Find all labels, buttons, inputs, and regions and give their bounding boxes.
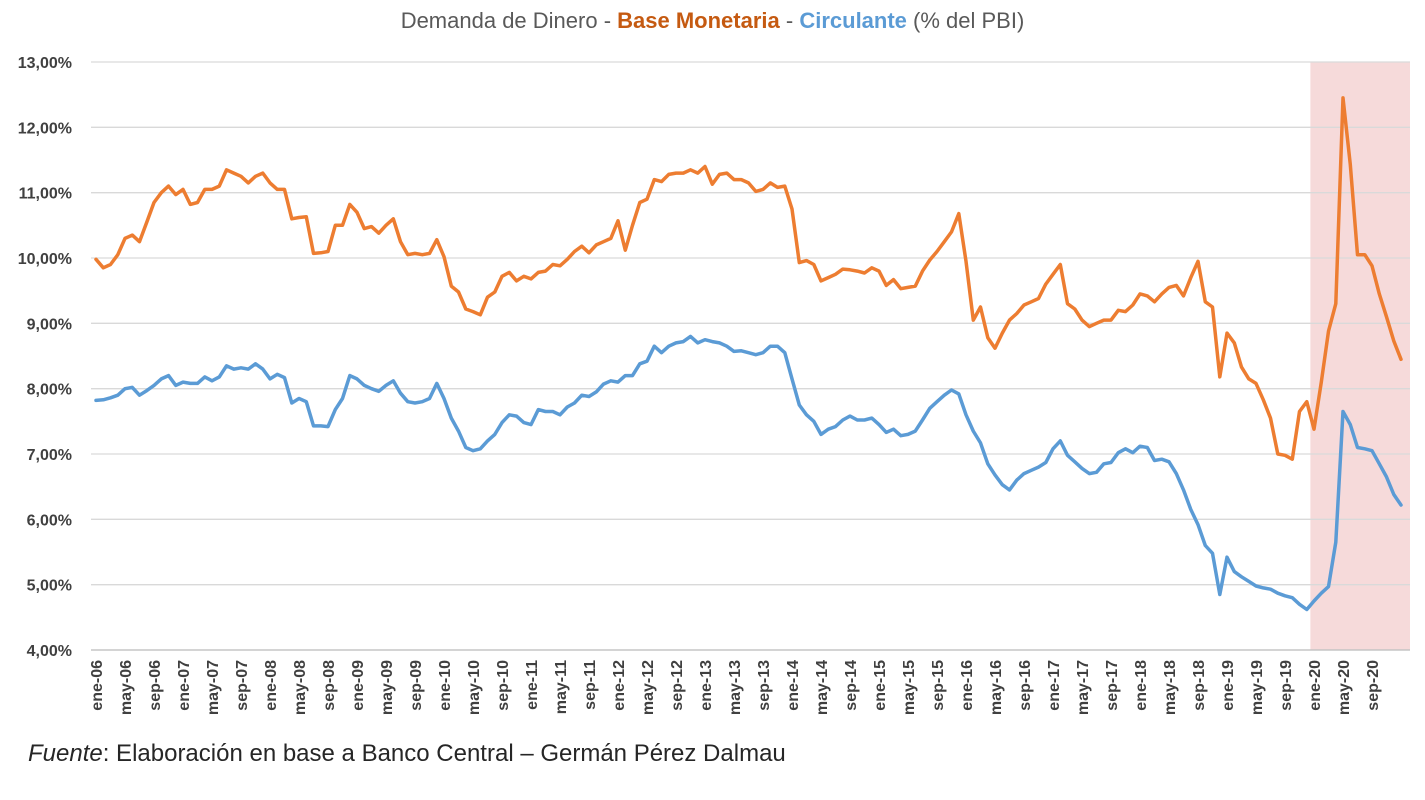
x-tick-label: may-17 [1075,660,1092,715]
title-prefix: Demanda de Dinero - [400,8,618,33]
x-tick-label: may-12 [640,660,657,715]
highlight-layer [1310,62,1410,650]
x-tick-label: ene-12 [611,660,628,711]
x-tick-label: may-16 [988,660,1005,715]
series-line-circulante [94,334,1403,612]
x-tick-label: sep-16 [1017,660,1034,711]
y-tick-label: 11,00% [19,186,72,203]
x-tick-label: sep-11 [582,660,599,710]
x-tick-label: ene-06 [89,660,106,711]
series-layer [94,96,1403,612]
x-tick-label: ene-10 [437,660,454,711]
series-line-base-monetaria [94,96,1403,461]
x-tick-label: may-20 [1336,660,1353,715]
source-text: : Elaboración en base a Banco Central – … [102,740,786,767]
x-tick-label: sep-09 [408,660,425,711]
x-tick-label: may-13 [727,660,744,715]
y-tick-label: 4,00% [27,643,72,660]
x-tick-label: may-14 [814,660,831,715]
x-tick-label: ene-19 [1220,660,1237,711]
y-tick-label: 8,00% [27,382,72,399]
x-tick-label: sep-12 [669,660,686,711]
y-tick-label: 5,00% [27,578,72,595]
x-tick-label: sep-13 [756,660,773,711]
x-tick-label: sep-10 [495,660,512,711]
x-tick-label: may-18 [1162,660,1179,715]
x-tick-label: sep-08 [321,660,338,711]
x-tick-label: may-10 [466,660,483,715]
x-tick-label: ene-20 [1307,660,1324,711]
x-tick-label: sep-14 [843,660,860,711]
x-tick-label: may-19 [1249,660,1266,715]
x-tick-label: ene-13 [698,660,715,711]
y-tick-label: 10,00% [18,251,72,268]
x-tick-label: may-08 [292,660,309,715]
x-tick-label: ene-09 [350,660,367,711]
x-tick-label: sep-19 [1278,660,1295,711]
x-tick-label: ene-07 [176,660,193,711]
title-series-base-monetaria: Base Monetaria [617,8,780,33]
x-tick-label: ene-08 [263,660,280,711]
x-tick-label: sep-20 [1365,660,1382,711]
x-tick-label: ene-18 [1133,660,1150,711]
highlight-band-2020 [1310,62,1410,650]
x-tick-label: ene-16 [959,660,976,711]
y-axis: 4,00% 5,00% 6,00% 7,00% 8,00% 9,00% 10,00% 11,0… [18,55,72,660]
x-tick-label: sep-06 [147,660,164,711]
title-separator: - [779,8,800,33]
x-tick-label: may-11 [553,660,570,714]
x-tick-label: sep-07 [234,660,251,711]
x-tick-label: ene-14 [785,660,802,711]
source-note: Fuente: Elaboración en base a Banco Cent… [28,740,786,768]
x-tick-label: sep-18 [1191,660,1208,711]
x-tick-label: ene-11 [524,660,541,710]
y-tick-label: 13,00% [18,55,72,72]
y-tick-label: 7,00% [27,447,72,464]
chart-title: Demanda de Dinero - Base Monetaria - Cir… [0,8,1425,34]
source-label: Fuente [28,740,103,767]
x-tick-label: sep-15 [930,660,947,711]
grid-layer [91,61,1410,651]
title-series-circulante: Circulante [799,8,907,33]
y-tick-label: 6,00% [27,512,72,529]
x-tick-label: ene-15 [872,660,889,711]
y-tick-label: 9,00% [27,316,72,333]
title-suffix: (% del PBI) [906,8,1025,33]
x-tick-label: may-15 [901,660,918,715]
x-tick-label: may-09 [379,660,396,715]
x-axis: ene-06 may-06 sep-06 ene-07 may-07 sep-07 ene-… [89,660,1382,715]
x-tick-label: ene-17 [1046,660,1063,711]
line-chart: 4,00% 5,00% 6,00% 7,00% 8,00% 9,00% 10,00% 11,0… [18,55,1410,715]
x-tick-label: may-07 [205,660,222,715]
x-tick-label: may-06 [118,660,135,715]
y-tick-label: 12,00% [18,120,72,137]
x-tick-label: sep-17 [1104,660,1121,711]
